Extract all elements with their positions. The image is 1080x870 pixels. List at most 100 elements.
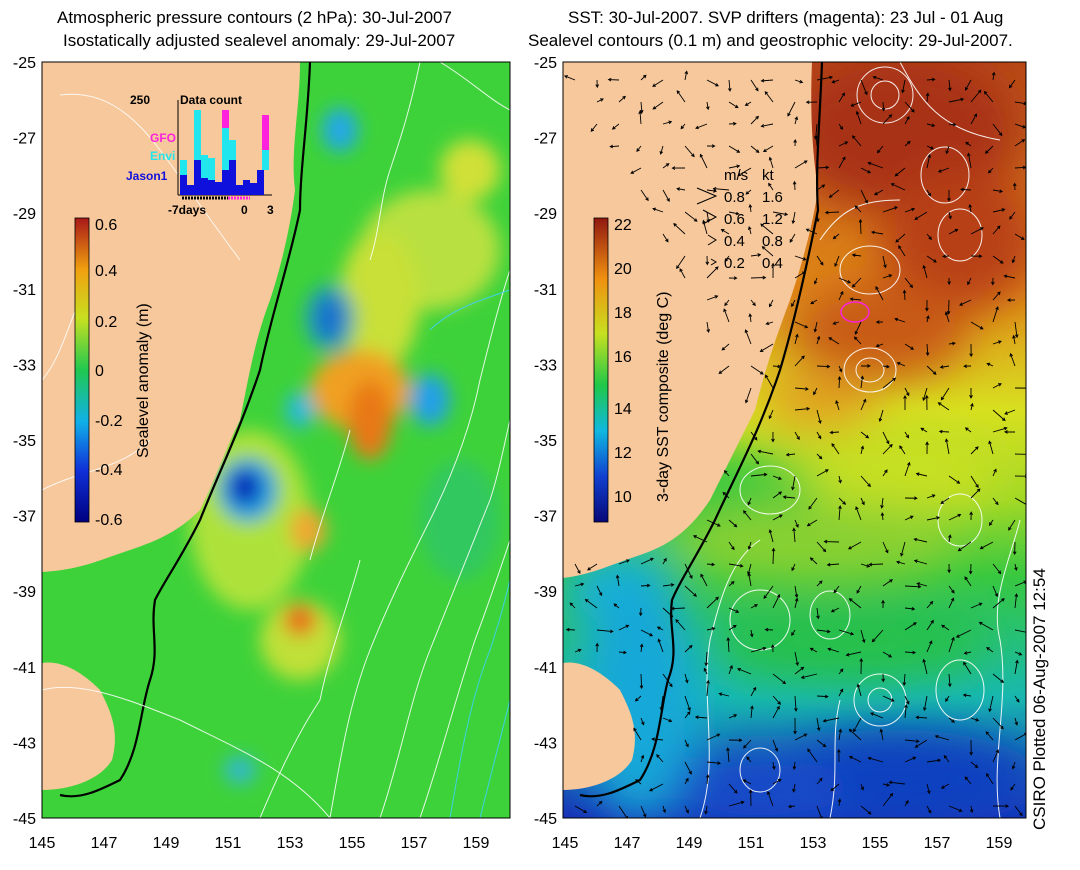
velocity-arrow bbox=[639, 673, 644, 690]
velocity-arrow bbox=[960, 187, 972, 192]
velocity-arrow bbox=[813, 387, 818, 396]
velocity-arrow bbox=[882, 792, 894, 807]
velocity-arrow bbox=[968, 563, 973, 575]
velocity-arrow bbox=[860, 805, 872, 815]
velocity-arrow bbox=[926, 233, 932, 241]
velocity-arrow bbox=[744, 101, 752, 106]
velocity-arrow bbox=[794, 355, 805, 367]
left-lat-tick: -45 bbox=[13, 811, 36, 828]
velocity-arrow bbox=[728, 563, 744, 568]
velocity-arrow bbox=[984, 145, 994, 154]
left-lat-tick: -39 bbox=[13, 584, 36, 601]
velocity-arrow bbox=[881, 101, 886, 112]
velocity-arrow bbox=[809, 557, 818, 565]
velocity-arrow bbox=[718, 365, 730, 375]
velocity-arrow bbox=[700, 573, 708, 587]
velocity-arrow bbox=[772, 673, 787, 685]
velocity-arrow bbox=[587, 563, 598, 571]
velocity-arrow bbox=[772, 593, 781, 609]
velocity-arrow bbox=[913, 537, 928, 543]
velocity-arrow bbox=[970, 488, 981, 499]
velocity-arrow bbox=[745, 189, 752, 195]
velocity-arrow bbox=[904, 140, 911, 147]
velocity-arrow bbox=[922, 387, 928, 402]
velocity-arrow bbox=[768, 529, 774, 543]
velocity-arrow bbox=[718, 692, 730, 697]
velocity-arrow bbox=[584, 598, 598, 609]
velocity-arrow bbox=[816, 364, 831, 369]
velocity-arrow bbox=[569, 602, 576, 609]
velocity-arrow bbox=[595, 79, 600, 89]
velocity-arrow bbox=[882, 469, 888, 477]
velocity-arrow bbox=[794, 733, 808, 741]
velocity-arrow bbox=[955, 629, 972, 638]
velocity-arrow bbox=[870, 712, 884, 719]
velocity-arrow bbox=[894, 167, 906, 177]
left-lat-tick: -31 bbox=[13, 282, 36, 299]
left-title-line2: Isostatically adjusted sealevel anomaly:… bbox=[63, 31, 456, 50]
velocity-arrow bbox=[904, 343, 915, 350]
velocity-arrow bbox=[671, 166, 686, 170]
right-map-frame bbox=[562, 61, 1027, 819]
velocity-arrow bbox=[816, 694, 829, 699]
velocity-arrow bbox=[970, 321, 984, 330]
inset-legend-jason1: Jason1 bbox=[126, 169, 168, 183]
velocity-arrow bbox=[882, 695, 895, 702]
velocity-arrow bbox=[728, 519, 738, 528]
velocity-arrow bbox=[947, 277, 951, 286]
velocity-arrow bbox=[860, 629, 866, 644]
velocity-arrow bbox=[662, 163, 670, 169]
velocity-arrow bbox=[657, 638, 664, 653]
velocity-arrow bbox=[652, 79, 664, 87]
velocity-arrow bbox=[838, 290, 844, 301]
velocity-arrow bbox=[706, 733, 721, 741]
velocity-arrow bbox=[574, 805, 588, 814]
velocity-arrow bbox=[750, 299, 756, 307]
velocity-arrow bbox=[894, 317, 906, 323]
velocity-arrow bbox=[854, 321, 862, 335]
velocity-arrow bbox=[816, 75, 834, 81]
left-lat-tick: -29 bbox=[13, 206, 36, 223]
velocity-arrow bbox=[590, 123, 598, 132]
velocity-arrow bbox=[939, 365, 950, 369]
velocity-arrow bbox=[793, 717, 797, 735]
velocity-arrow bbox=[855, 506, 862, 521]
velocity-arrow bbox=[838, 668, 844, 675]
velocity-arrow bbox=[705, 101, 710, 111]
velocity-arrow bbox=[915, 715, 928, 720]
velocity-arrow bbox=[815, 211, 820, 223]
velocity-arrow bbox=[816, 184, 826, 191]
velocity-arrow bbox=[794, 651, 799, 667]
velocity-arrow bbox=[945, 145, 950, 155]
velocity-arrow bbox=[596, 98, 604, 103]
velocity-arrow bbox=[833, 585, 840, 594]
velocity-arrow bbox=[878, 409, 884, 423]
velocity-arrow bbox=[636, 145, 642, 152]
velocity-arrow bbox=[948, 97, 965, 103]
velocity-arrow bbox=[875, 286, 884, 301]
velocity-arrow bbox=[816, 453, 823, 460]
ssh-cbar-tick-4: -0.2 bbox=[95, 413, 123, 430]
right-title-line1: SST: 30-Jul-2007. SVP drifters (magenta)… bbox=[568, 8, 1004, 27]
velocity-arrow bbox=[768, 409, 774, 420]
right-lat-tick: -39 bbox=[534, 584, 557, 601]
geostrophic-velocity-arrows bbox=[564, 70, 1026, 818]
velocity-arrow bbox=[914, 739, 928, 748]
velocity-arrow bbox=[967, 277, 972, 286]
velocity-arrow bbox=[845, 651, 862, 657]
velocity-arrow bbox=[816, 607, 820, 620]
velocity-arrow bbox=[737, 167, 752, 176]
velocity-arrow bbox=[1008, 519, 1016, 531]
velocity-arrow bbox=[748, 789, 753, 807]
velocity-arrow bbox=[1011, 255, 1016, 264]
velocity-arrow bbox=[992, 291, 1001, 301]
velocity-arrow bbox=[964, 576, 972, 587]
velocity-arrow bbox=[1014, 497, 1026, 507]
velocity-arrow bbox=[692, 535, 708, 543]
velocity-arrow bbox=[847, 541, 862, 550]
velocity-arrow bbox=[794, 597, 799, 609]
velocity-arrow bbox=[838, 475, 842, 484]
velocity-arrow bbox=[963, 661, 972, 675]
velocity-arrow bbox=[992, 563, 1002, 575]
velocity-arrow bbox=[1014, 593, 1019, 609]
